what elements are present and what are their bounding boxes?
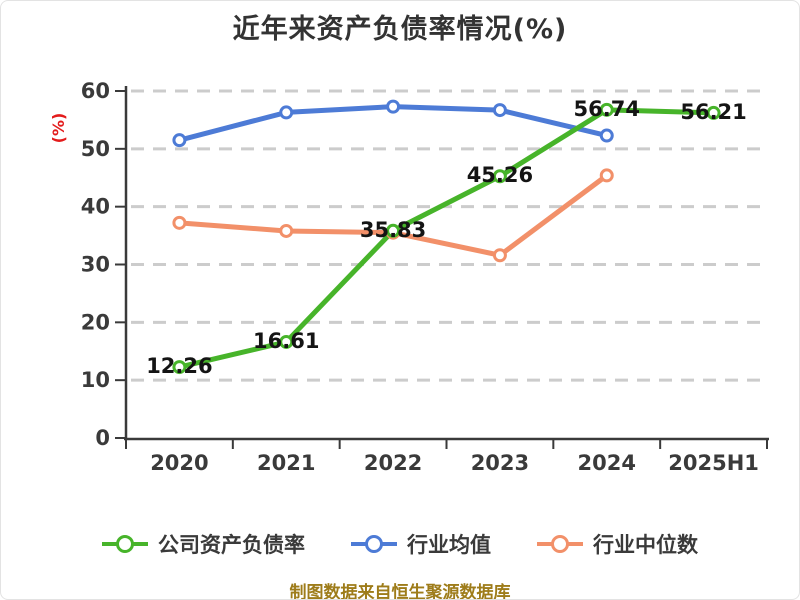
- legend-item-1[interactable]: 行业均值: [351, 529, 491, 559]
- y-tick-label: 60: [81, 79, 110, 103]
- series-line-0: [176, 107, 717, 370]
- data-point-marker: [172, 215, 187, 230]
- legend-label: 行业均值: [407, 533, 491, 557]
- legend-circle: [365, 535, 383, 553]
- y-tick-label: 0: [95, 426, 110, 450]
- legend-marker-icon: [537, 535, 583, 553]
- data-point-marker: [279, 334, 294, 349]
- y-tick-label: 30: [81, 253, 110, 277]
- y-tick-label: 10: [81, 368, 110, 392]
- legend-marker-icon: [351, 535, 397, 553]
- y-axis-title: (%): [49, 113, 68, 144]
- data-point-marker: [706, 105, 721, 120]
- x-tick-label: 2022: [364, 451, 422, 475]
- data-point-marker: [492, 169, 507, 184]
- y-tick-label: 20: [81, 310, 110, 334]
- chart-legend: 公司资产负债率 行业均值 行业中位数: [1, 529, 799, 559]
- data-point-marker: [599, 102, 614, 117]
- data-point-marker: [279, 105, 294, 120]
- legend-circle: [551, 535, 569, 553]
- point-label: 56.74: [574, 97, 640, 121]
- legend-label: 公司资产负债率: [158, 533, 305, 557]
- legend-label: 行业中位数: [593, 533, 698, 557]
- legend-circle: [116, 535, 134, 553]
- data-source-note: 制图数据来自恒生聚源数据库: [289, 583, 511, 600]
- x-tick-label: 2020: [150, 451, 208, 475]
- y-tick-label: 50: [81, 137, 110, 161]
- legend-item-0[interactable]: 公司资产负债率: [102, 529, 305, 559]
- data-point-marker: [279, 223, 294, 238]
- point-label: 16.61: [253, 329, 319, 353]
- point-label: 56.21: [680, 100, 746, 124]
- point-label: 45.26: [467, 163, 533, 187]
- data-point-marker: [492, 103, 507, 118]
- point-label: 12.26: [146, 354, 212, 378]
- legend-item-2[interactable]: 行业中位数: [537, 529, 698, 559]
- legend-marker-icon: [102, 535, 148, 553]
- point-label: 35.83: [360, 218, 426, 242]
- series-line-2: [176, 172, 610, 258]
- line-chart-plot: 0 10 20 30 40 50 60 2020 2021 2022 2023 2024 2025H1 (…: [49, 79, 769, 475]
- data-point-marker: [172, 133, 187, 148]
- x-tick-label: 2024: [578, 451, 636, 475]
- x-tick-label: 2023: [471, 451, 529, 475]
- data-point-marker: [386, 223, 401, 238]
- data-point-marker: [492, 248, 507, 263]
- data-point-marker: [386, 99, 401, 114]
- x-tick-label: 2025H1: [668, 451, 759, 475]
- x-tick-label: 2021: [257, 451, 315, 475]
- data-point-marker: [599, 168, 614, 183]
- chart-title: 近年来资产负债率情况(%): [232, 14, 568, 45]
- data-point-marker: [599, 128, 614, 143]
- data-point-marker: [172, 360, 187, 375]
- y-tick-label: 40: [81, 195, 110, 219]
